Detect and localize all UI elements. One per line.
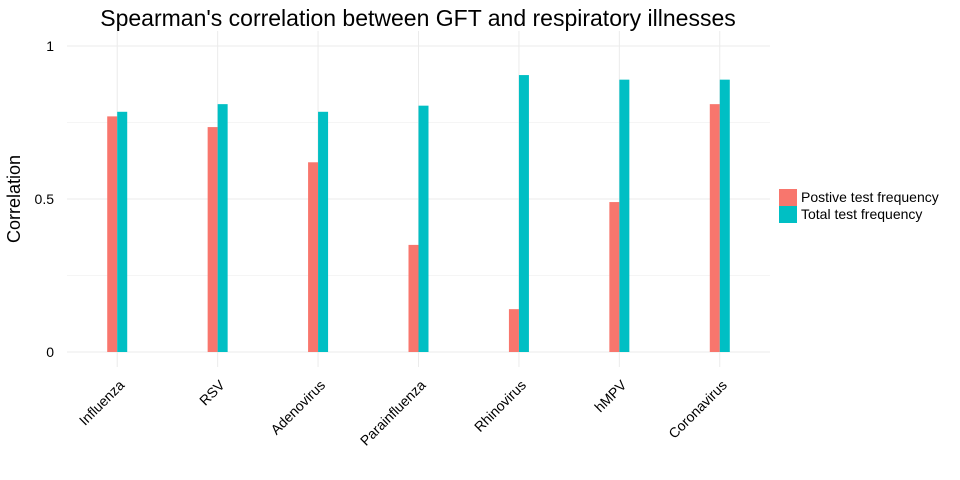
y-tick-label: 0.5	[35, 191, 55, 207]
bar	[418, 105, 429, 352]
legend-label: Postive test frequency	[801, 189, 939, 205]
bar	[719, 79, 730, 352]
y-tick-label: 1	[46, 38, 54, 54]
chart-title: Spearman's correlation between GFT and r…	[100, 5, 736, 31]
y-axis-ticks: 00.51	[35, 38, 55, 360]
bar	[318, 111, 329, 352]
bar	[308, 162, 319, 352]
bar	[619, 79, 630, 352]
y-tick-label: 0	[46, 344, 54, 360]
y-axis-label: Correlation	[4, 155, 24, 243]
legend-swatch	[779, 189, 797, 206]
bar	[408, 244, 419, 352]
bar	[207, 127, 218, 352]
bar	[217, 104, 228, 352]
x-tick-label: Parainfluenza	[357, 377, 429, 449]
bar	[107, 116, 118, 352]
x-tick-label: Coronavirus	[665, 377, 730, 442]
bars-layer	[107, 75, 730, 352]
bar	[117, 111, 128, 352]
bar	[609, 202, 620, 352]
x-tick-label: Rhinovirus	[471, 377, 529, 435]
x-axis-ticks: Influenza RSV Adenovirus Parainfluenza Rhino…	[76, 376, 730, 448]
x-tick-label: Adenovirus	[267, 377, 328, 438]
legend-swatch	[779, 206, 797, 223]
bar	[709, 104, 720, 352]
legend-label: Total test frequency	[801, 206, 922, 222]
x-tick-label: RSV	[196, 376, 228, 408]
bar	[518, 75, 529, 352]
x-tick-label: Influenza	[76, 377, 128, 429]
x-tick-label: hMPV	[591, 376, 630, 415]
bar	[508, 309, 519, 352]
